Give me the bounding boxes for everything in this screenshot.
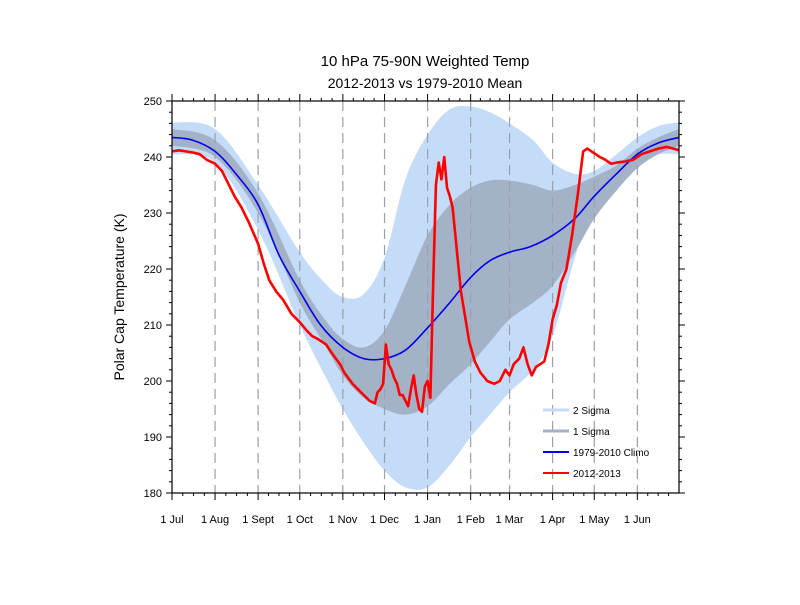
y-axis-label: Polar Cap Temperature (K)	[111, 213, 127, 380]
legend-label-0: 2 Sigma	[573, 406, 610, 417]
chart-title: 10 hPa 75-90N Weighted Temp	[321, 53, 530, 70]
x-tick-label: 1 May	[579, 514, 609, 526]
x-tick-label: 1 Jun	[624, 514, 651, 526]
legend-label-3: 2012-2013	[573, 469, 621, 480]
plot-clipped-layer	[172, 101, 679, 493]
x-tick-label: 1 Oct	[287, 514, 313, 526]
x-tick-label: 1 Dec	[370, 514, 399, 526]
y-tick-label: 180	[144, 488, 162, 500]
y-tick-label: 220	[144, 264, 162, 276]
y-tick-label: 190	[144, 432, 162, 444]
x-tick-label: 1 Aug	[201, 514, 229, 526]
y-tick-label: 210	[144, 320, 162, 332]
x-tick-label: 1 Apr	[540, 514, 566, 526]
x-tick-label: 1 Mar	[495, 514, 523, 526]
y-tick-label: 200	[144, 376, 162, 388]
chart-subtitle: 2012-2013 vs 1979-2010 Mean	[328, 75, 523, 91]
plot-area: 180 190 200 210 220 230 240 250 1 Jul 1 Aug 1 Sept…	[144, 94, 685, 526]
y-tick-label: 250	[144, 96, 162, 108]
x-tick-label: 1 Jul	[160, 514, 183, 526]
legend-label-2: 1979-2010 Climo	[573, 448, 650, 459]
plot-frame	[171, 100, 680, 494]
x-tick-label: 1 Sept	[242, 514, 274, 526]
y-tick-label: 230	[144, 208, 162, 220]
legend-label-1: 1 Sigma	[573, 427, 610, 438]
x-tick-label: 1 Nov	[328, 514, 357, 526]
legend: 2 Sigma 1 Sigma 1979-2010 Climo 2012-2013	[543, 406, 650, 480]
x-tick-label: 1 Feb	[457, 514, 485, 526]
series-line-climo	[172, 136, 679, 361]
series-line-observed	[172, 145, 679, 414]
x-tick-label: 1 Jan	[414, 514, 441, 526]
y-tick-label: 240	[144, 152, 162, 164]
